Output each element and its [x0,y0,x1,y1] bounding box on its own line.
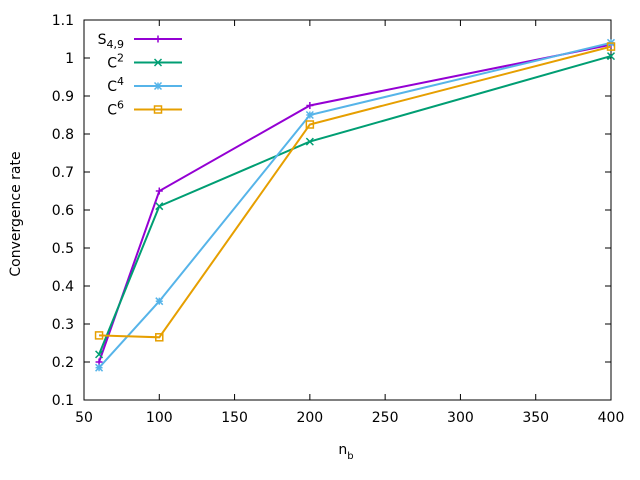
y-tick-label: 0.4 [52,279,74,295]
legend-marker [153,81,163,91]
series-line [98,55,612,355]
x-tick-label: 150 [221,410,248,426]
series-c6 [94,42,616,342]
legend-label: C4 [107,75,124,95]
series-c4 [95,38,616,372]
series-line [99,45,612,339]
data-point [155,202,164,211]
data-point [306,102,314,109]
legend-label: C2 [107,52,124,72]
y-tick-label: 0.6 [52,203,74,219]
y-tick-label: 0.3 [52,317,74,333]
x-tick-label: 50 [75,410,93,426]
plot-series [94,38,616,372]
y-tick-label: 0.2 [52,355,74,371]
y-tick-label: 0.8 [52,127,74,143]
plot-frame [83,19,612,401]
data-point [305,120,315,129]
legend-marker [153,105,163,114]
legend-label: S4,9 [98,32,124,51]
legend: S4,9C2 C4 C6 [98,32,182,119]
x-tick-label: 200 [296,410,323,426]
series-c2 [95,52,616,359]
data-point [95,363,104,372]
data-point [606,52,616,61]
x-tick-label: 400 [598,410,625,426]
data-point [155,187,163,195]
y-tick-label: 1 [65,51,74,67]
data-point [606,42,616,51]
data-point [155,333,164,342]
data-point [94,331,104,340]
y-tick-label: 0.5 [52,241,74,257]
y-tick-label: 0.9 [52,89,74,105]
y-tick-label: 0.7 [52,165,74,181]
x-tick-label: 250 [372,410,399,426]
x-tick-label: 300 [447,410,474,426]
data-point [95,350,104,359]
legend-marker [154,35,162,43]
series-line [98,41,612,369]
y-axis-label: Convergence rate [8,151,24,276]
x-axis-label: nb [338,442,353,462]
y-tick-label: 1.1 [52,13,74,29]
axes: 50 100 150 200 250 300 350 400 0.1 0.2 0.3 0.4 0.5 0.… [52,13,625,426]
x-tick-label: 350 [522,410,549,426]
data-point [155,297,164,306]
series-line [98,43,612,363]
y-tick-label: 0.1 [52,393,74,409]
data-point [305,110,314,120]
legend-marker [153,58,163,67]
legend-label: C6 [107,99,124,119]
data-point [305,137,314,146]
x-tick-label: 100 [146,410,173,426]
